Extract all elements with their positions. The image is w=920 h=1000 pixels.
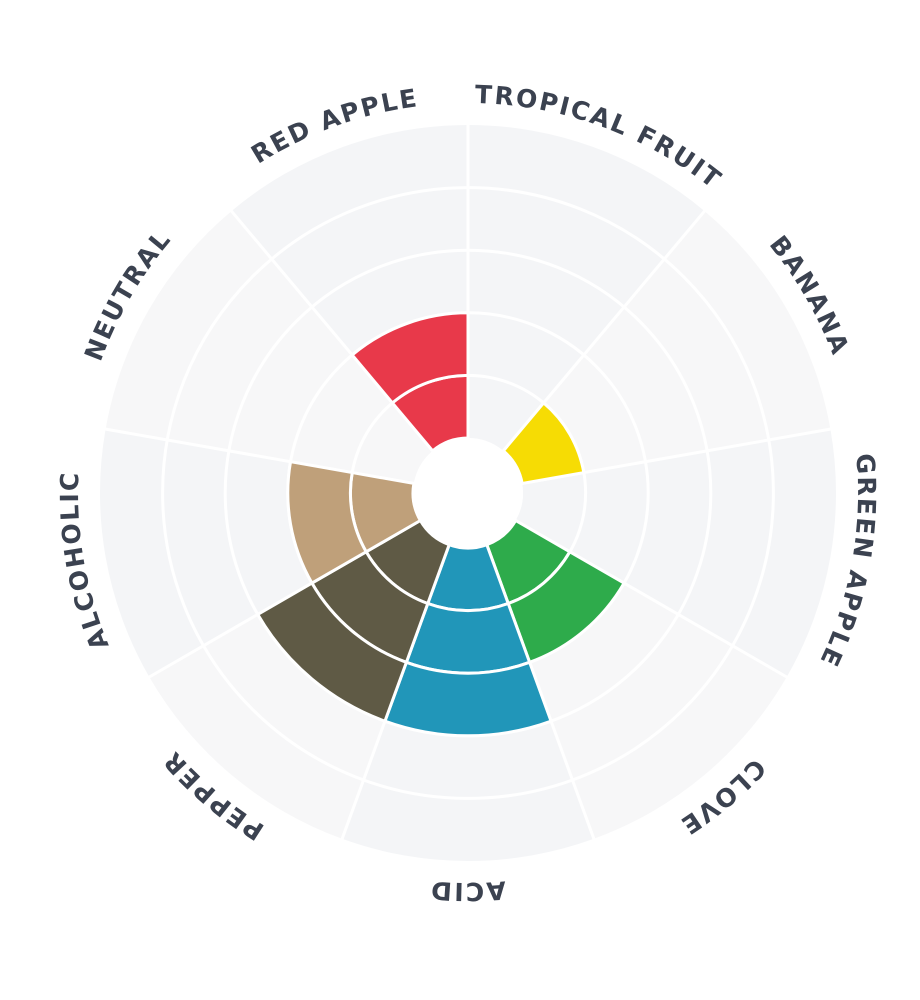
sector-background <box>503 211 831 484</box>
sector-background <box>515 429 836 677</box>
bar-segment-pepper <box>256 581 408 723</box>
bar-segment-alcoholic <box>286 460 368 585</box>
category-label: ACID <box>428 875 507 906</box>
bar-segment-acid <box>383 660 553 738</box>
bar-segment-red-apple <box>350 311 470 405</box>
sector-background <box>105 211 433 484</box>
center-hole <box>413 438 523 548</box>
bars <box>256 311 626 738</box>
sector-background <box>468 125 705 451</box>
